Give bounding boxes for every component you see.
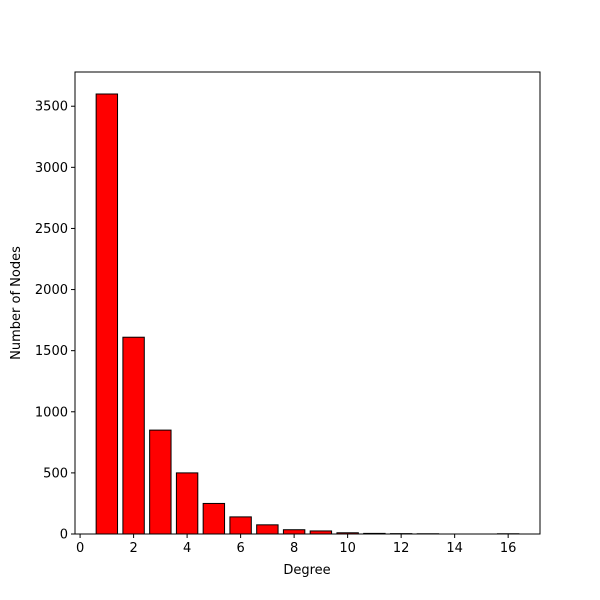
x-tick-label: 12 [393,541,410,556]
x-tick-label: 0 [76,541,84,556]
y-tick-label: 0 [60,528,68,543]
y-axis-label: Number of Nodes [9,246,24,360]
y-tick-label: 1000 [35,405,68,420]
y-tick-label: 500 [43,466,68,481]
y-tick-label: 3000 [35,161,68,176]
bar [149,429,172,535]
bar [256,524,279,535]
x-tick-label: 2 [129,541,137,556]
y-tick-label: 2500 [35,222,68,237]
x-tick-label: 10 [339,541,356,556]
y-tick-label: 3500 [35,100,68,115]
x-tick-label: 14 [446,541,463,556]
bar [175,472,199,535]
bar [202,502,226,535]
bar [95,93,119,535]
bar [229,516,252,535]
x-tick-label: 16 [500,541,517,556]
plot-frame [74,71,541,535]
x-tick-label: 6 [236,541,244,556]
x-tick-label: 8 [290,541,298,556]
x-axis-label: Degree [283,563,330,578]
bar [122,336,145,535]
y-tick-label: 2000 [35,283,68,298]
bar [282,529,306,535]
y-tick-label: 1500 [35,344,68,359]
x-tick-label: 4 [183,541,191,556]
